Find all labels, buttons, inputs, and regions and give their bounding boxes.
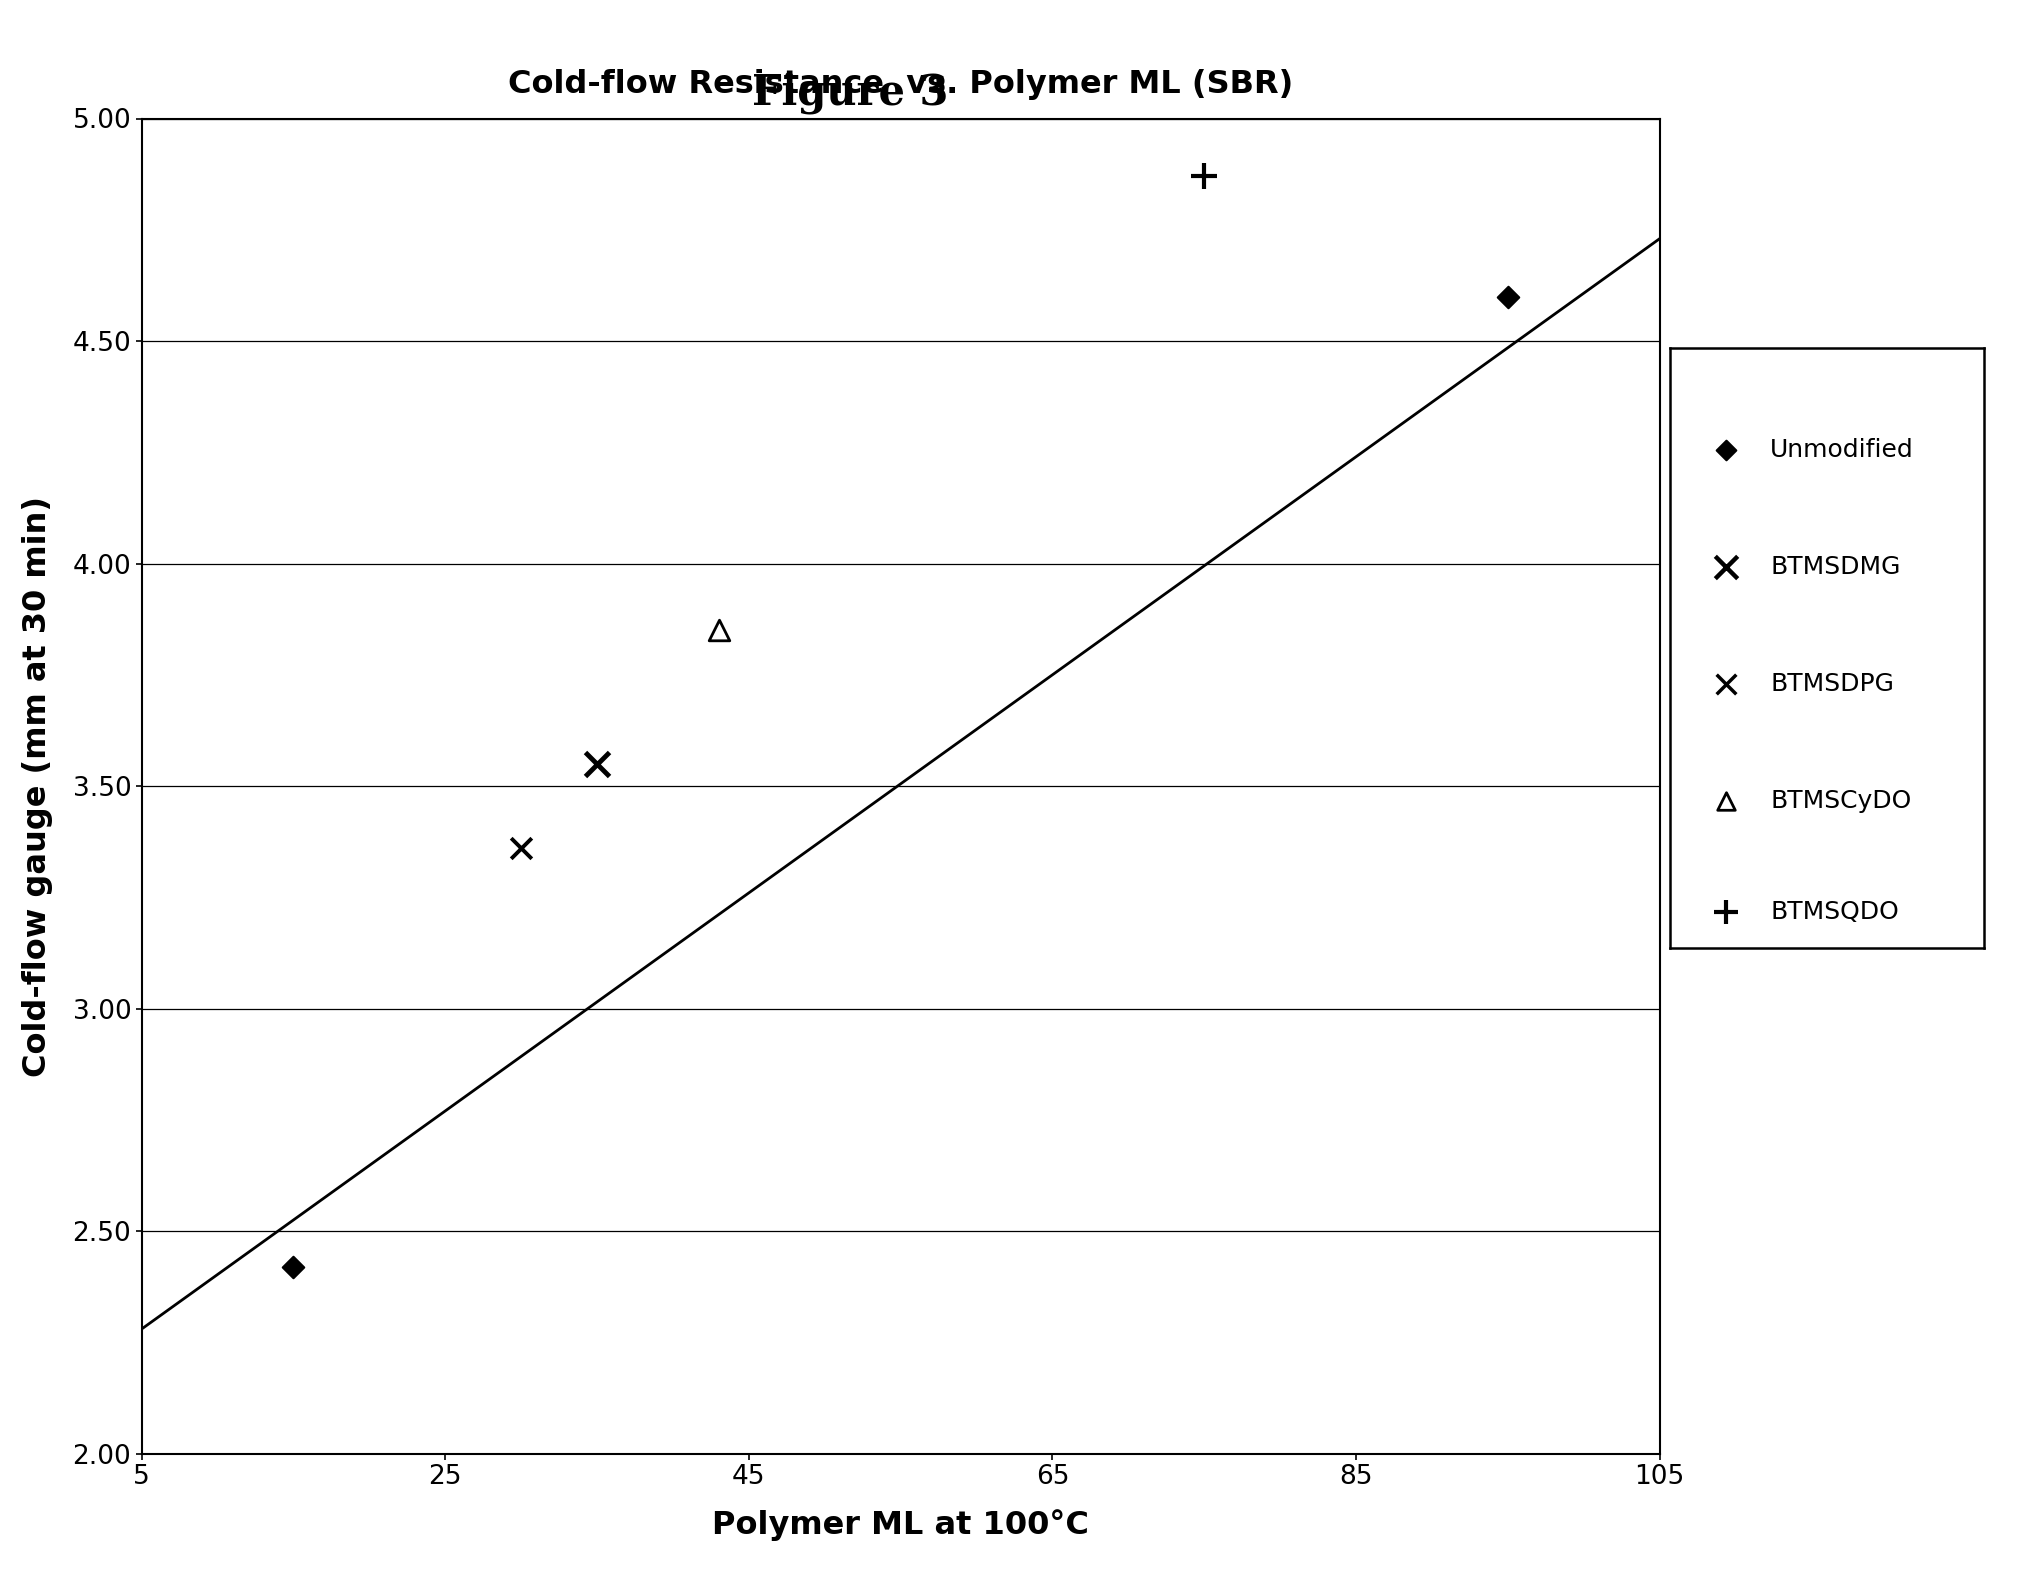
Text: BTMSDPG: BTMSDPG bbox=[1770, 672, 1894, 695]
Point bbox=[1709, 899, 1742, 924]
Point bbox=[1709, 672, 1742, 697]
Point bbox=[1709, 788, 1742, 814]
Point bbox=[1491, 284, 1523, 310]
Text: BTMSCyDO: BTMSCyDO bbox=[1770, 788, 1910, 812]
Title: Cold-flow Resistance  vs. Polymer ML (SBR): Cold-flow Resistance vs. Polymer ML (SBR… bbox=[508, 70, 1293, 101]
Point bbox=[1709, 438, 1742, 463]
Point bbox=[277, 1255, 310, 1280]
Text: BTMSDMG: BTMSDMG bbox=[1770, 555, 1900, 578]
Text: Unmodified: Unmodified bbox=[1770, 438, 1914, 461]
Point bbox=[702, 618, 734, 643]
Text: Figure 3: Figure 3 bbox=[751, 71, 949, 114]
Text: BTMSQDO: BTMSQDO bbox=[1770, 901, 1898, 924]
Point bbox=[581, 750, 613, 776]
Point bbox=[1188, 164, 1220, 190]
X-axis label: Polymer ML at 100°C: Polymer ML at 100°C bbox=[712, 1509, 1088, 1542]
Y-axis label: Cold-flow gauge (mm at 30 min): Cold-flow gauge (mm at 30 min) bbox=[22, 496, 53, 1076]
Point bbox=[1709, 555, 1742, 580]
Point bbox=[506, 836, 538, 861]
